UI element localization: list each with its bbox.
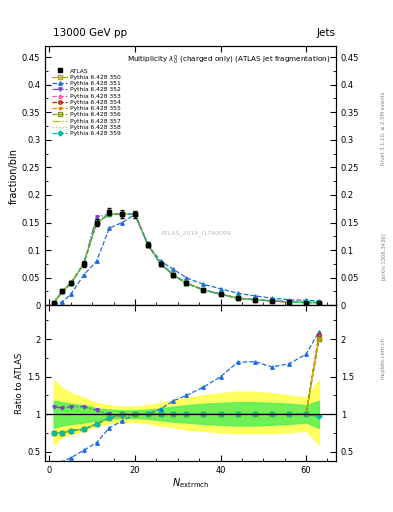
X-axis label: $N_\mathrm{extrm{ch}}$: $N_\mathrm{extrm{ch}}$ [172, 476, 209, 490]
Legend: ATLAS, Pythia 6.428 350, Pythia 6.428 351, Pythia 6.428 352, Pythia 6.428 353, P: ATLAS, Pythia 6.428 350, Pythia 6.428 35… [51, 67, 122, 137]
Text: Multiplicity $\lambda_0^0$ (charged only) (ATLAS jet fragmentation): Multiplicity $\lambda_0^0$ (charged only… [127, 54, 330, 67]
Text: mcplots.cern.ch: mcplots.cern.ch [381, 337, 386, 379]
Y-axis label: Ratio to ATLAS: Ratio to ATLAS [15, 352, 24, 414]
Y-axis label: fraction/bin: fraction/bin [9, 147, 19, 204]
Text: 13000 GeV pp: 13000 GeV pp [53, 28, 127, 38]
Text: [arXiv:1306.3436]: [arXiv:1306.3436] [381, 232, 386, 280]
Text: Jets: Jets [317, 28, 336, 38]
Text: ATLAS_2019_I1740099: ATLAS_2019_I1740099 [161, 230, 232, 236]
Text: Rivet 3.1.10, ≥ 2.5M events: Rivet 3.1.10, ≥ 2.5M events [381, 91, 386, 165]
